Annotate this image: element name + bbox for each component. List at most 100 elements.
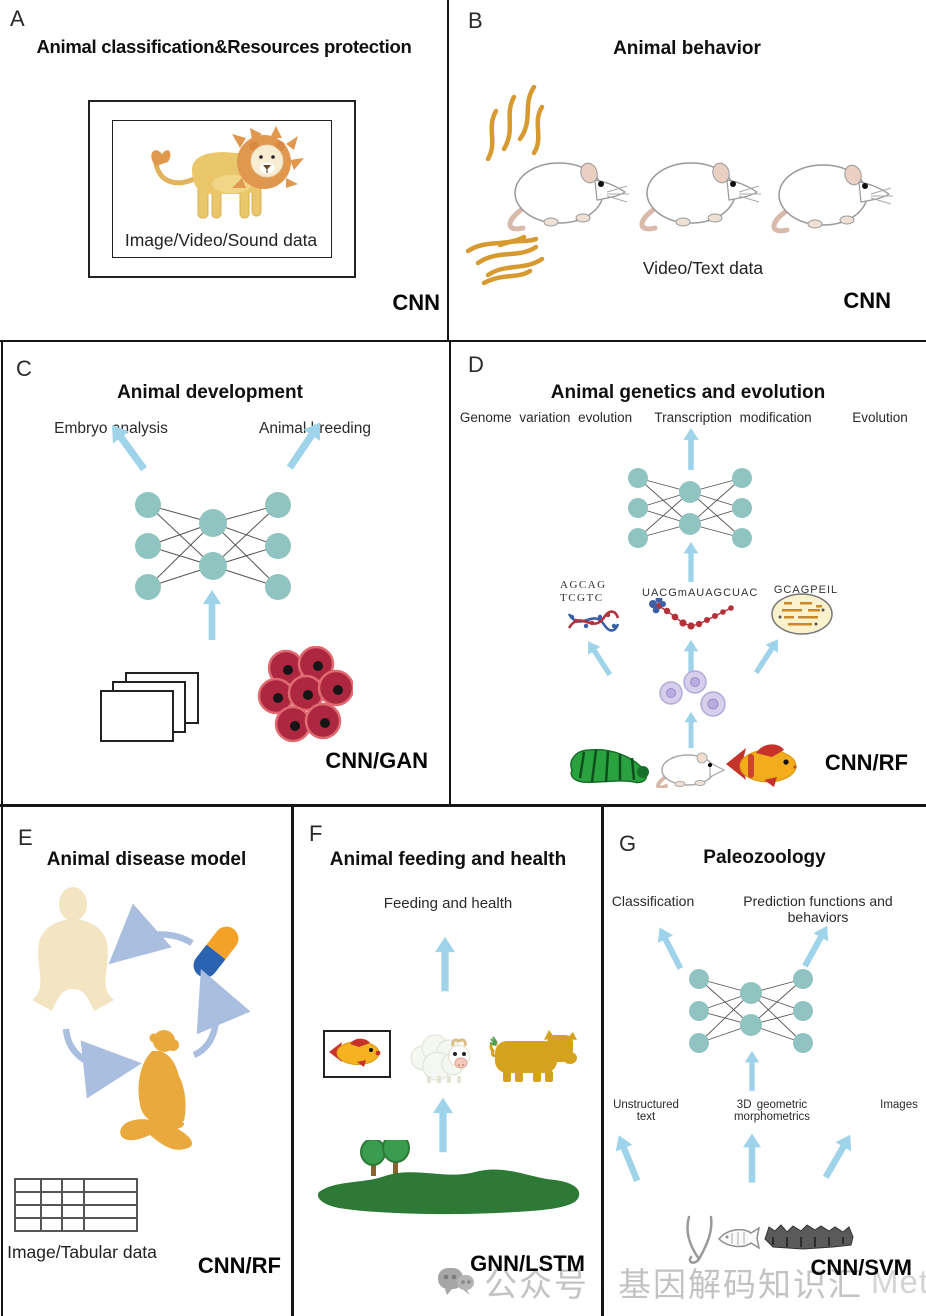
- panel-f-output-label: Feeding and health: [383, 895, 513, 912]
- panel-f-title: Animal feeding and health: [329, 849, 567, 870]
- human-silhouette-icon: [32, 887, 114, 1011]
- left-border: [1, 340, 3, 1316]
- watermark-brand: 基因解码知识汇: [618, 1266, 863, 1303]
- panel-b: B Animal behavior: [448, 0, 926, 340]
- watermark-suffix: Meta Bio: [871, 1263, 926, 1300]
- mouse-icon: [510, 161, 629, 229]
- photo-frame-inner: [112, 120, 332, 258]
- monkey-to-pill-arrow: [192, 969, 251, 1059]
- mouse-icon: [774, 163, 893, 231]
- watermark: 公众号 · 基因解码知识汇 Meta Bio: [438, 1258, 926, 1306]
- panel-b-data-label: Video/Text data: [642, 258, 764, 278]
- up-arrow-icon: [743, 1133, 761, 1183]
- fish-fossil-icon: [717, 1226, 761, 1250]
- panel-g-output-label: Prediction functions and behaviors: [743, 893, 893, 925]
- panel-f-letter: F: [309, 821, 323, 846]
- panel-b-letter: B: [468, 8, 483, 33]
- divider-c-d: [449, 340, 451, 806]
- data-table-icon: [14, 1178, 138, 1232]
- panel-e-data-label: Image/Tabular data: [7, 1242, 157, 1262]
- watermark-prefix: 公众号: [484, 1266, 589, 1303]
- neural-network-icon: [689, 969, 813, 1053]
- panel-d: D Animal genetics and evolution Genome v…: [450, 340, 926, 805]
- divider-row1-row2: [0, 340, 926, 342]
- panel-b-method: CNN: [843, 288, 891, 313]
- up-right-arrow-icon: [286, 422, 321, 470]
- up-left-arrow-icon: [615, 1135, 641, 1182]
- divider-a-b: [447, 0, 449, 341]
- monkey-icon: [120, 1030, 193, 1150]
- panel-a-letter: A: [10, 6, 25, 31]
- neural-network-icon: [628, 468, 752, 548]
- panel-c-title: Animal development: [117, 382, 303, 403]
- panel-d-letter: D: [468, 352, 484, 377]
- pill-capsule-icon: [193, 926, 239, 978]
- divider-f-g: [601, 805, 604, 1316]
- cycle-arrows: [62, 903, 251, 1099]
- disease-cycle-graphic: [14, 887, 251, 1232]
- straw-strokes-icon: [485, 85, 545, 162]
- neural-network-icon: [135, 492, 291, 600]
- embryo-cells-icon: [257, 646, 353, 743]
- goldfish-icon: [726, 744, 797, 787]
- up-right-arrow-icon: [822, 1134, 852, 1179]
- panel-e-method: CNN/RF: [197, 1253, 281, 1278]
- panel-a-method: CNN: [392, 290, 440, 315]
- panel-a-title: Animal classification&Resources protecti…: [36, 36, 412, 57]
- panel-g-method: CNN/SVM: [810, 1255, 912, 1280]
- mouse-icon: [642, 161, 761, 229]
- up-arrow-icon: [683, 640, 699, 680]
- panel-g-letter: G: [619, 831, 637, 856]
- panel-c-output-label: Embryo analysis: [54, 420, 168, 437]
- panel-c: C Animal development Embryo analysis Ani…: [0, 340, 450, 805]
- mouse-icon: [656, 752, 726, 788]
- goldfish-frame: [323, 1030, 391, 1078]
- panel-a: A Animal classification&Resources protec…: [0, 0, 448, 340]
- panel-g: G Paleozoology Classification Prediction…: [603, 805, 926, 1316]
- caterpillar-icon: [570, 748, 649, 784]
- panel-d-output-label: Transcription modification: [654, 410, 812, 425]
- panel-e: E Animal disease model: [0, 805, 293, 1316]
- photo-frame-outer: [88, 100, 356, 278]
- up-arrow-icon: [433, 1097, 453, 1153]
- wishbone-fossil-icon: [686, 1215, 713, 1264]
- protein-card-icon: [771, 593, 833, 635]
- cells-icon: [659, 670, 726, 717]
- wechat-icon: [438, 1268, 474, 1295]
- grass-hill-icon: [317, 1140, 580, 1215]
- up-arrow-icon: [744, 1051, 760, 1091]
- panel-d-output-label: Evolution: [852, 410, 908, 425]
- up-left-arrow-icon: [588, 641, 613, 677]
- human-to-monkey-arrow: [62, 1028, 142, 1099]
- panel-g-title: Paleozoology: [703, 847, 826, 868]
- up-arrow-icon: [202, 590, 222, 640]
- panel-b-title: Animal behavior: [613, 38, 761, 59]
- up-arrow-icon: [683, 428, 699, 470]
- image-stack-icon: [100, 672, 199, 742]
- divider-row2-row3: [0, 804, 926, 807]
- up-arrow-icon: [683, 542, 699, 582]
- rna-sequence-label: UACGmAUAGCUAC: [642, 587, 759, 599]
- protein-sequence-label: GCAGPEIL: [773, 584, 839, 596]
- panel-c-letter: C: [16, 356, 32, 381]
- up-left-arrow-icon: [111, 424, 147, 472]
- up-right-arrow-icon: [753, 639, 778, 675]
- panel-g-input-label: Unstructured text: [613, 1099, 679, 1123]
- pill-to-human-arrow: [108, 903, 194, 965]
- dna-helix-icon: [567, 610, 620, 632]
- dna-sequence-label: AGCAG TCGTC: [560, 579, 607, 604]
- panel-f-method: GNN/LSTM: [470, 1251, 585, 1276]
- straw-strokes-icon: [466, 234, 545, 286]
- rna-chain-icon: [649, 598, 734, 630]
- up-right-arrow-icon: [802, 925, 829, 968]
- goldfish-framed-icon: [329, 1038, 381, 1067]
- panel-d-title: Animal genetics and evolution: [550, 382, 826, 403]
- panel-d-method: CNN/RF: [824, 750, 908, 775]
- sheep-icon: [410, 1034, 470, 1083]
- panel-g-output-label: Classification: [611, 893, 695, 909]
- panel-g-input-label: Images: [880, 1099, 918, 1111]
- cow-icon: [489, 1030, 577, 1082]
- panel-f: F Animal feeding and health Feeding and …: [293, 805, 603, 1316]
- panel-d-output-label: Genome variation evolution: [459, 410, 633, 425]
